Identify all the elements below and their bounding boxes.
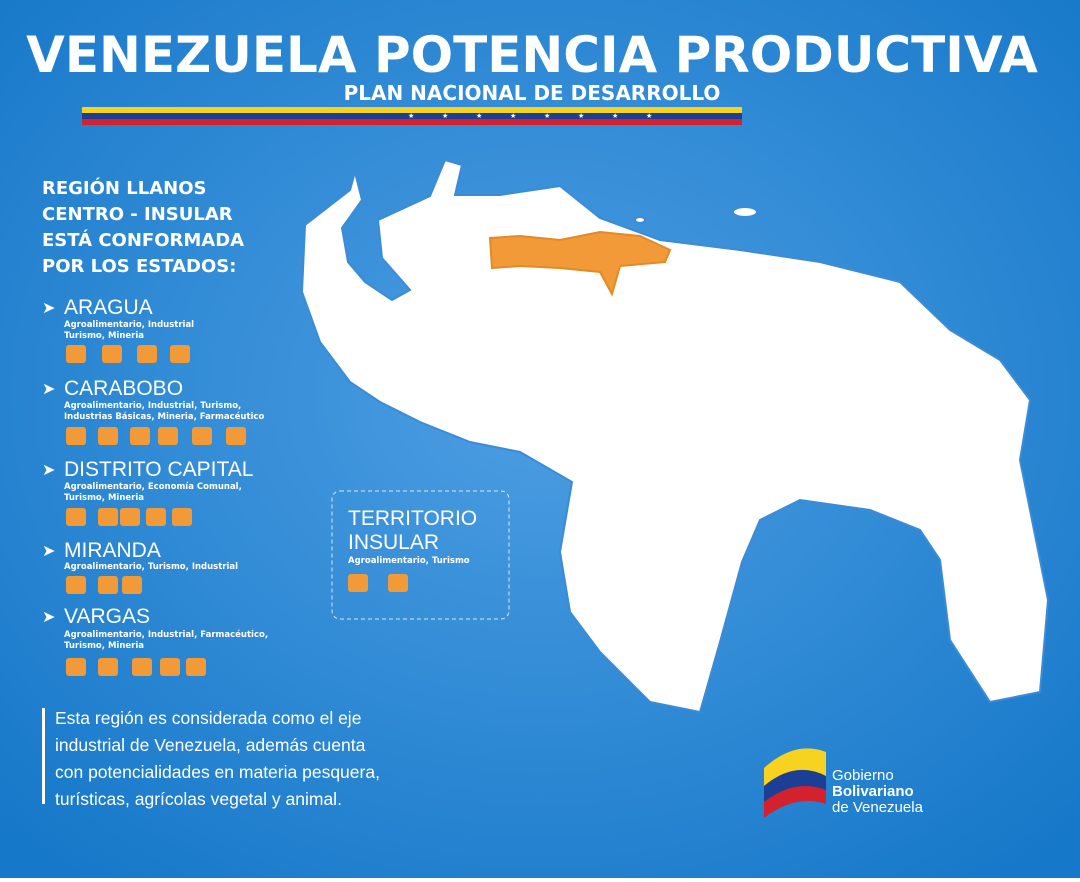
text: CENTRO - INSULAR xyxy=(42,204,233,225)
subtitle: PLAN NACIONAL DE DESARROLLO xyxy=(344,81,721,105)
svg-text:➤: ➤ xyxy=(42,460,55,479)
insular-sectors: Agroalimentario, Turismo xyxy=(348,556,470,566)
text: turísticas, agrícolas vegetal y animal. xyxy=(55,789,342,809)
svg-text:★: ★ xyxy=(646,112,652,120)
text: industrial de Venezuela, además cuenta xyxy=(55,735,366,755)
svg-text:★: ★ xyxy=(612,112,618,120)
description: Esta región es considerada como el eje i… xyxy=(42,708,380,809)
state-sectors: Industrias Básicas, Mineria, Farmacéutic… xyxy=(64,411,264,422)
text: REGIÓN LLANOS xyxy=(42,177,206,199)
state-name: VARGAS xyxy=(64,605,150,628)
text: ESTÁ CONFORMADA xyxy=(42,229,244,251)
states: ➤ ARAGUA Agroalimentario, Industrial Tur… xyxy=(42,296,268,676)
map xyxy=(300,158,1050,714)
svg-text:➤: ➤ xyxy=(42,298,55,317)
state-name: DISTRITO CAPITAL xyxy=(64,458,253,481)
state-sectors: Turismo, Mineria xyxy=(64,641,144,651)
state-sectors: Turismo, Mineria xyxy=(64,331,144,341)
text: de Venezuela xyxy=(832,799,924,816)
state-name: ARAGUA xyxy=(64,296,153,319)
svg-text:★: ★ xyxy=(442,112,448,120)
flag-stripes: ★ ★ ★ ★ ★ ★ ★ ★ xyxy=(82,107,742,125)
title: VENEZUELA POTENCIA PRODUCTIVA xyxy=(26,26,1038,84)
text: Gobierno xyxy=(832,767,894,784)
svg-text:➤: ➤ xyxy=(42,607,55,626)
text: POR LOS ESTADOS: xyxy=(42,256,236,277)
svg-text:★: ★ xyxy=(510,112,516,120)
state-sectors: Agroalimentario, Industrial, Turismo, xyxy=(64,401,241,411)
state-name: MIRANDA xyxy=(64,539,161,562)
state-sectors: Agroalimentario, Industrial, Farmacéutic… xyxy=(64,629,268,640)
state-sectors: Agroalimentario, Turismo, Industrial xyxy=(64,562,238,572)
svg-text:➤: ➤ xyxy=(42,541,55,560)
svg-text:★: ★ xyxy=(476,112,482,120)
svg-text:➤: ➤ xyxy=(42,379,55,398)
text: Bolivariano xyxy=(832,783,914,800)
svg-text:★: ★ xyxy=(578,112,584,120)
state-sectors: Agroalimentario, Economía Comunal, xyxy=(64,482,242,492)
icons xyxy=(66,576,142,594)
text: Esta región es considerada como el eje xyxy=(55,708,361,728)
logo: Gobierno Bolivariano de Venezuela xyxy=(764,748,924,818)
icons xyxy=(66,508,192,526)
svg-text:★: ★ xyxy=(408,112,414,120)
state-sectors: Agroalimentario, Industrial xyxy=(64,320,194,330)
insular-box: TERRITORIO INSULAR Agroalimentario, Turi… xyxy=(331,490,510,620)
region-heading: REGIÓN LLANOS CENTRO - INSULAR ESTÁ CONF… xyxy=(42,177,244,277)
svg-text:★: ★ xyxy=(544,112,550,120)
state-sectors: Turismo, Mineria xyxy=(64,493,144,503)
insular-name: INSULAR xyxy=(348,531,439,554)
text: con potencialidades en materia pesquera, xyxy=(55,762,380,782)
state-name: CARABOBO xyxy=(64,377,183,400)
insular-name: TERRITORIO xyxy=(348,507,477,530)
